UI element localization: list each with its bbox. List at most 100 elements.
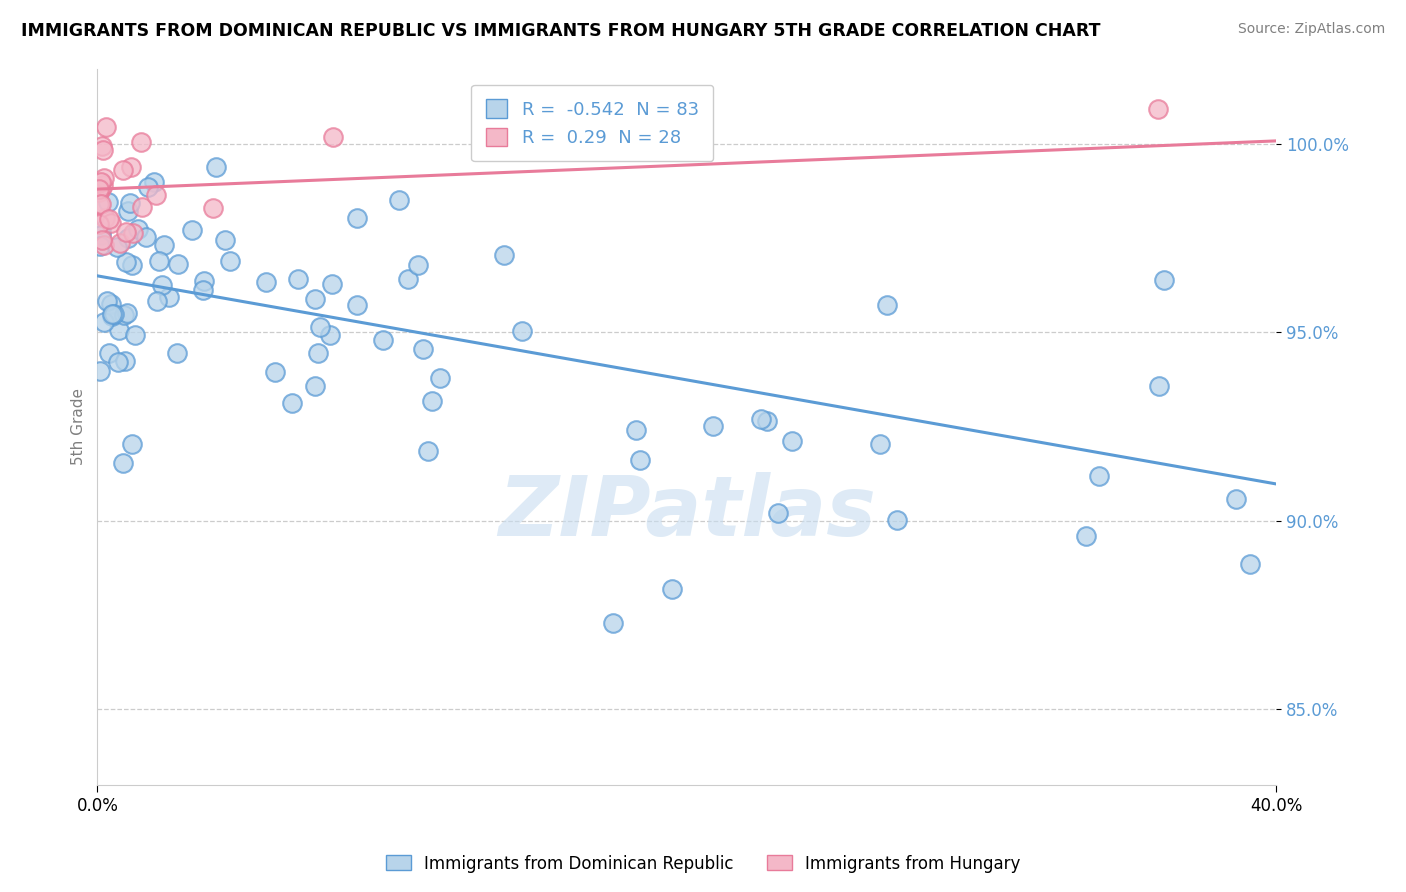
- Point: [107, 355, 129, 369]
- Point: [90, 228, 112, 243]
- Point: [100, 307, 122, 321]
- Point: [117, 203, 139, 218]
- Point: [346, 211, 368, 225]
- Point: [263, 365, 285, 379]
- Point: [180, 222, 202, 236]
- Point: [89, 238, 111, 252]
- Point: [115, 225, 138, 239]
- Point: [93, 171, 115, 186]
- Point: [254, 275, 277, 289]
- Point: [135, 230, 157, 244]
- Text: Source: ZipAtlas.com: Source: ZipAtlas.com: [1237, 22, 1385, 37]
- Point: [193, 274, 215, 288]
- Point: [768, 506, 790, 520]
- Point: [121, 226, 143, 240]
- Point: [91, 178, 114, 193]
- Point: [100, 297, 122, 311]
- Point: [120, 160, 142, 174]
- Point: [124, 328, 146, 343]
- Point: [136, 180, 159, 194]
- Point: [396, 272, 419, 286]
- Point: [308, 320, 330, 334]
- Point: [87, 185, 110, 199]
- Point: [94, 211, 117, 226]
- Point: [112, 308, 135, 322]
- Text: IMMIGRANTS FROM DOMINICAN REPUBLIC VS IMMIGRANTS FROM HUNGARY 5TH GRADE CORRELAT: IMMIGRANTS FROM DOMINICAN REPUBLIC VS IM…: [21, 22, 1101, 40]
- Point: [96, 294, 118, 309]
- Point: [90, 224, 112, 238]
- Point: [127, 222, 149, 236]
- Point: [406, 258, 429, 272]
- Point: [90, 196, 112, 211]
- Point: [346, 298, 368, 312]
- Point: [166, 346, 188, 360]
- Point: [101, 309, 124, 323]
- Point: [150, 277, 173, 292]
- Point: [702, 419, 724, 434]
- Point: [1239, 558, 1261, 572]
- Point: [304, 379, 326, 393]
- Point: [131, 135, 153, 149]
- Point: [1153, 273, 1175, 287]
- Point: [93, 315, 115, 329]
- Point: [87, 197, 110, 211]
- Point: [146, 293, 169, 308]
- Point: [166, 257, 188, 271]
- Point: [1149, 379, 1171, 393]
- Point: [628, 452, 651, 467]
- Point: [510, 324, 533, 338]
- Point: [1074, 529, 1097, 543]
- Point: [148, 254, 170, 268]
- Point: [307, 346, 329, 360]
- Point: [93, 238, 115, 252]
- Point: [319, 327, 342, 342]
- Point: [91, 143, 114, 157]
- Point: [201, 202, 224, 216]
- Point: [420, 394, 443, 409]
- Point: [115, 255, 138, 269]
- Point: [782, 434, 804, 449]
- Point: [661, 582, 683, 596]
- Point: [90, 233, 112, 247]
- Point: [90, 181, 112, 195]
- Point: [114, 353, 136, 368]
- Point: [97, 346, 120, 360]
- Point: [111, 456, 134, 470]
- Point: [219, 253, 242, 268]
- Point: [89, 363, 111, 377]
- Point: [111, 162, 134, 177]
- Point: [624, 423, 647, 437]
- Point: [108, 235, 131, 250]
- Point: [204, 160, 226, 174]
- Point: [120, 196, 142, 211]
- Point: [869, 437, 891, 451]
- Point: [131, 201, 153, 215]
- Point: [416, 444, 439, 458]
- Point: [886, 512, 908, 526]
- Point: [321, 277, 343, 292]
- Point: [117, 231, 139, 245]
- Point: [97, 195, 120, 210]
- Point: [1147, 102, 1170, 116]
- Point: [373, 333, 395, 347]
- Point: [429, 371, 451, 385]
- Point: [388, 193, 411, 207]
- Y-axis label: 5th Grade: 5th Grade: [72, 388, 86, 465]
- Point: [103, 307, 125, 321]
- Point: [121, 258, 143, 272]
- Point: [749, 411, 772, 425]
- Point: [1088, 468, 1111, 483]
- Point: [90, 175, 112, 189]
- Point: [602, 615, 624, 630]
- Point: [304, 293, 326, 307]
- Point: [322, 129, 344, 144]
- Point: [94, 120, 117, 134]
- Point: [145, 188, 167, 202]
- Point: [876, 298, 898, 312]
- Legend: R =  -0.542  N = 83, R =  0.29  N = 28: R = -0.542 N = 83, R = 0.29 N = 28: [471, 85, 713, 161]
- Point: [107, 323, 129, 337]
- Text: ZIPatlas: ZIPatlas: [498, 472, 876, 553]
- Point: [121, 437, 143, 451]
- Point: [91, 139, 114, 153]
- Point: [100, 216, 122, 230]
